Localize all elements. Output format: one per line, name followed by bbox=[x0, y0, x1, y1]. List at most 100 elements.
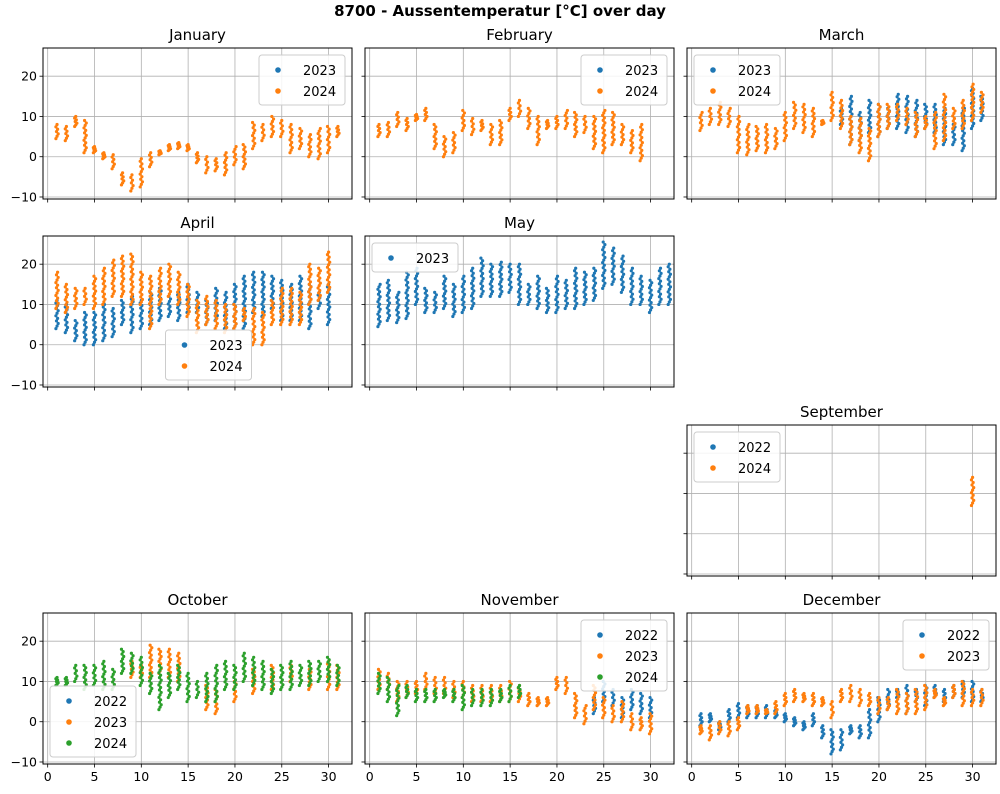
point-2023-day-26 bbox=[610, 720, 614, 724]
point-2024-day-29 bbox=[638, 133, 642, 137]
point-2024-day-22 bbox=[572, 134, 577, 139]
point-2024-day-5 bbox=[737, 127, 741, 131]
point-2023-day-24 bbox=[913, 712, 917, 716]
point-2023-day-1 bbox=[378, 307, 382, 311]
point-2024-day-26 bbox=[290, 669, 294, 674]
point-2024-day-21 bbox=[885, 114, 889, 119]
point-2023-day-13 bbox=[489, 683, 494, 688]
point-2023-day-32 bbox=[667, 300, 671, 304]
point-2023-day-27 bbox=[622, 702, 626, 706]
point-2023-day-18 bbox=[536, 299, 540, 303]
point-2022-day-16 bbox=[839, 745, 844, 749]
point-2023-day-6 bbox=[423, 679, 427, 684]
point-2023-day-9 bbox=[129, 318, 133, 322]
point-2024-day-17 bbox=[204, 687, 208, 691]
point-2024-day-2 bbox=[64, 295, 69, 299]
point-2024-day-16 bbox=[516, 114, 520, 119]
point-2024-day-15 bbox=[830, 103, 834, 107]
xtick-label: 20 bbox=[227, 769, 243, 784]
point-2024-day-2 bbox=[64, 282, 69, 286]
point-2023-day-1 bbox=[377, 310, 381, 314]
point-2022-day-26 bbox=[612, 693, 616, 697]
point-2024-day-20 bbox=[232, 687, 236, 692]
point-2023-day-28 bbox=[631, 284, 635, 288]
point-2024-day-27 bbox=[298, 139, 302, 143]
point-2024-day-20 bbox=[877, 107, 881, 111]
point-2023-day-8 bbox=[442, 287, 446, 291]
point-2024-day-10 bbox=[462, 118, 466, 123]
point-2024-day-21 bbox=[564, 111, 568, 115]
subplot-title-march: March bbox=[819, 26, 865, 44]
point-2024-day-17 bbox=[205, 155, 209, 159]
point-2023-day-6 bbox=[424, 685, 428, 689]
point-2023-day-22 bbox=[897, 97, 901, 101]
point-2023-day-8 bbox=[442, 292, 447, 296]
point-2024-day-16 bbox=[195, 679, 200, 684]
point-2023-day-26 bbox=[612, 251, 616, 255]
point-2024-day-13 bbox=[490, 693, 494, 697]
point-2023-day-23 bbox=[262, 292, 266, 296]
point-2023-day-7 bbox=[433, 683, 437, 688]
legend-label-2024: 2024 bbox=[303, 85, 336, 100]
point-2024-day-16 bbox=[517, 112, 522, 116]
point-2024-day-7 bbox=[112, 670, 116, 674]
point-2024-day-8 bbox=[120, 292, 125, 296]
legend-marker-2024 bbox=[710, 465, 716, 471]
point-2023-day-27 bbox=[620, 699, 624, 704]
point-2024-day-28 bbox=[631, 133, 635, 138]
point-2023-day-28 bbox=[629, 728, 633, 732]
point-2024-day-23 bbox=[262, 677, 266, 681]
point-2024-day-17 bbox=[205, 294, 209, 298]
point-2024-day-4 bbox=[727, 122, 731, 126]
point-2024-day-10 bbox=[138, 683, 142, 688]
point-2023-day-24 bbox=[270, 287, 274, 291]
point-2022-day-15 bbox=[829, 733, 834, 737]
point-2023-day-4 bbox=[82, 323, 87, 327]
point-2022-day-14 bbox=[821, 724, 825, 728]
point-2023-day-23 bbox=[260, 290, 264, 294]
point-2024-day-11 bbox=[149, 279, 153, 283]
point-2023-day-22 bbox=[575, 276, 579, 280]
point-2023-day-8 bbox=[441, 282, 446, 286]
point-2024-day-25 bbox=[280, 124, 284, 128]
point-2023-day-15 bbox=[831, 710, 835, 714]
point-2024-day-31 bbox=[980, 95, 984, 99]
point-2024-day-27 bbox=[297, 322, 301, 327]
point-2024-day-18 bbox=[857, 126, 861, 130]
point-2024-day-30 bbox=[326, 672, 330, 676]
point-2024-day-27 bbox=[298, 295, 303, 299]
point-2023-day-30 bbox=[970, 124, 975, 128]
point-2023-day-29 bbox=[317, 304, 321, 308]
point-2024-day-23 bbox=[582, 130, 586, 135]
point-2024-day-3 bbox=[396, 691, 400, 695]
point-2023-day-17 bbox=[526, 290, 530, 294]
point-2024-day-4 bbox=[726, 111, 730, 116]
point-2024-day-27 bbox=[300, 305, 304, 309]
point-2023-day-11 bbox=[472, 276, 476, 280]
point-2024-day-3 bbox=[395, 714, 399, 718]
point-2024-day-20 bbox=[877, 132, 881, 136]
point-2024-day-9 bbox=[129, 290, 133, 294]
point-2023-day-10 bbox=[462, 300, 466, 304]
point-2023-day-6 bbox=[101, 305, 105, 309]
xtick-label: 5 bbox=[91, 769, 99, 784]
point-2024-day-23 bbox=[260, 139, 264, 143]
point-2024-day-13 bbox=[167, 262, 171, 266]
point-2023-day-4 bbox=[84, 338, 88, 342]
point-2024-day-11 bbox=[470, 695, 474, 700]
point-2023-day-33 bbox=[677, 283, 680, 286]
point-2024-day-6 bbox=[102, 664, 107, 669]
point-2024-day-23 bbox=[260, 130, 265, 135]
point-2024-day-5 bbox=[93, 284, 97, 288]
point-2024-day-27 bbox=[299, 313, 303, 317]
ytick-label: 10 bbox=[21, 674, 37, 689]
point-2024-day-22 bbox=[250, 133, 255, 138]
point-2023-day-25 bbox=[602, 250, 606, 254]
point-2023-day-28 bbox=[630, 712, 634, 716]
point-2023-day-23 bbox=[582, 714, 587, 718]
legend-label-2023: 2023 bbox=[625, 64, 658, 79]
point-2023-day-8 bbox=[120, 303, 124, 307]
point-2024-day-11 bbox=[149, 689, 153, 693]
point-2024-day-12 bbox=[157, 671, 161, 675]
